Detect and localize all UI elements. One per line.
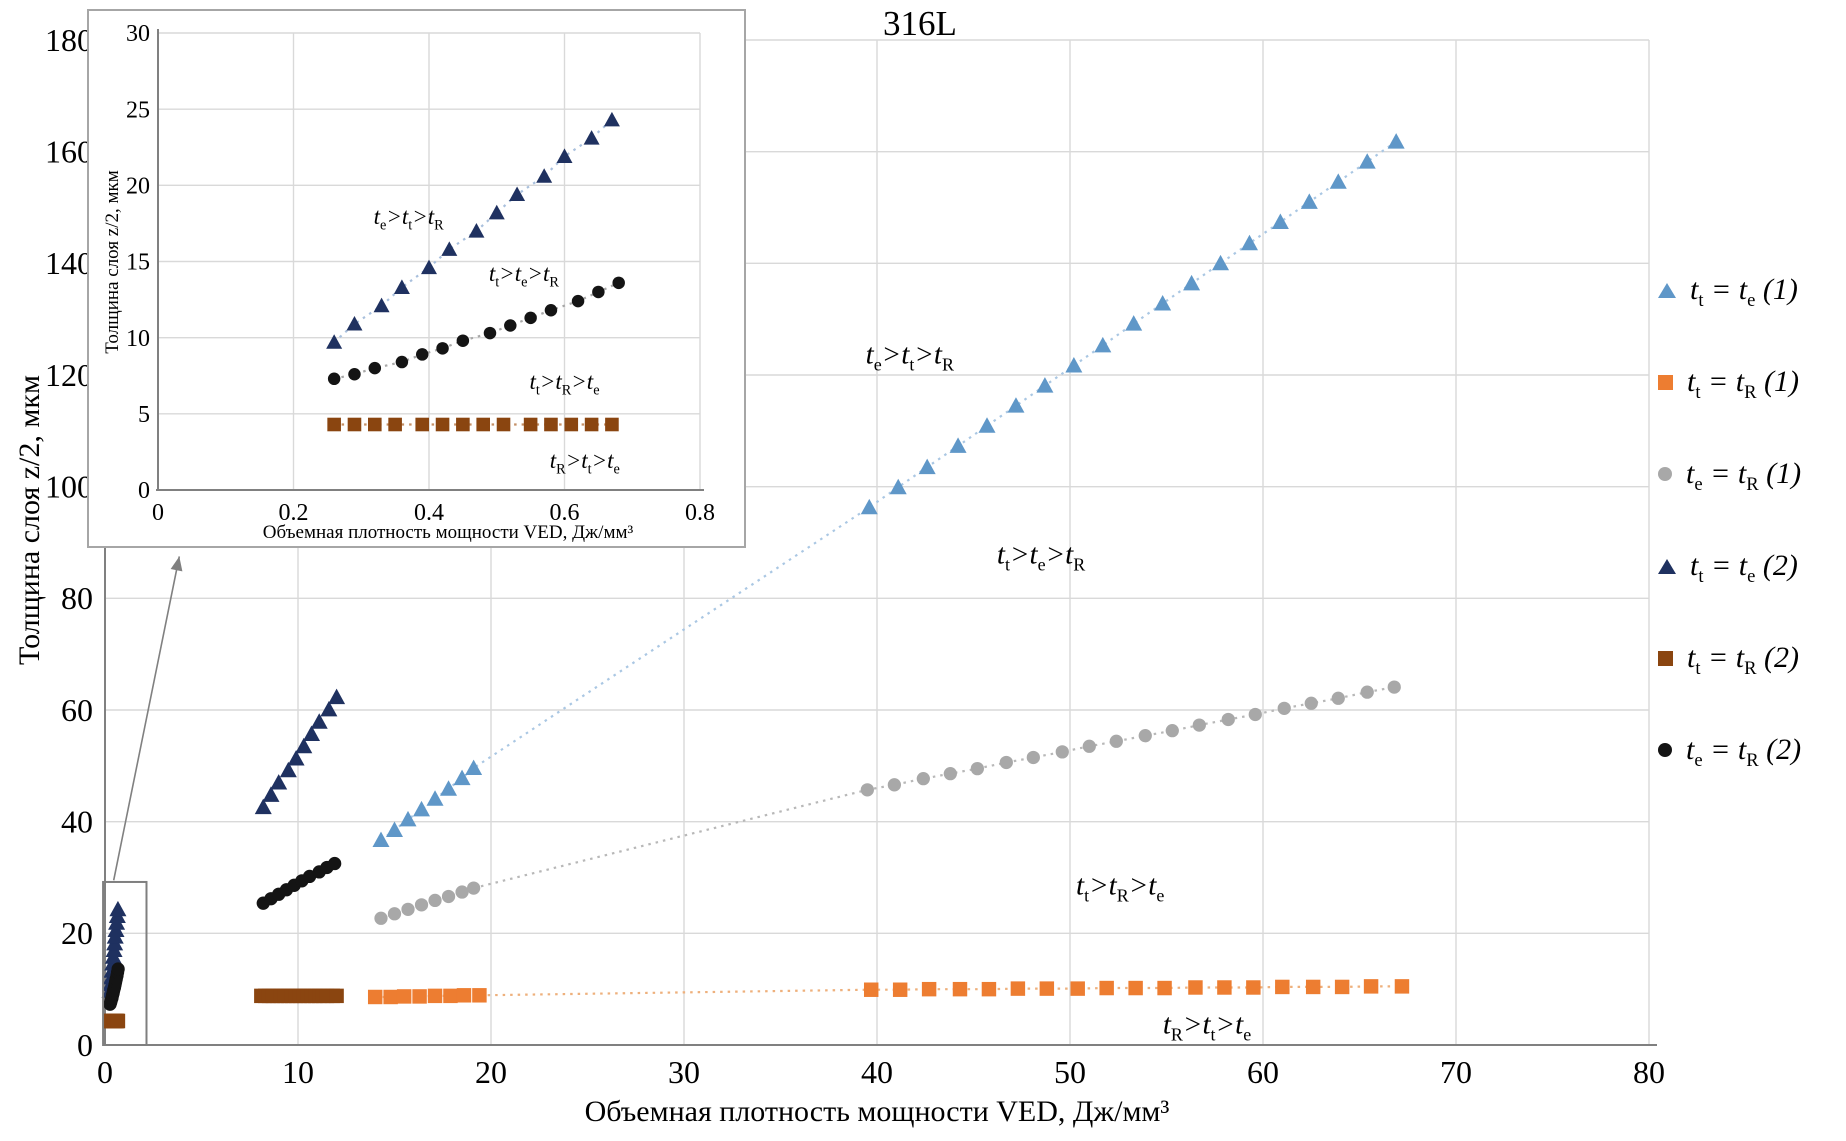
x-tick-label: 30 [668, 1054, 700, 1090]
x-tick-label: 0.2 [279, 500, 309, 526]
series-ins-tt-tr-2 [327, 417, 619, 432]
x-tick-label: 0 [152, 500, 164, 526]
legend-item-label: te = tR (1) [1686, 457, 1802, 495]
legend-item-label: tt = tR (2) [1687, 641, 1799, 679]
annotation: tR>tt>te [549, 448, 620, 478]
legend-item-label: tt = te (2) [1690, 549, 1798, 587]
legend-item-label: tt = te (1) [1690, 273, 1798, 311]
y-tick-label: 40 [61, 804, 93, 840]
zoom-arrow-head [170, 556, 183, 572]
inset-x-axis-title: Объемная плотность мощности VED, Дж/мм³ [262, 522, 634, 543]
x-tick-label: 60 [1247, 1054, 1279, 1090]
legend-item-0: tt = te (1) [1658, 244, 1801, 336]
y-tick-label: 30 [126, 21, 150, 47]
circle-marker-icon [1658, 467, 1672, 481]
series-te-tr-1 [374, 680, 1401, 925]
circle-marker-icon [1658, 743, 1672, 757]
legend-item-2: te = tR (1) [1658, 428, 1801, 520]
legend-item-4: tt = tR (2) [1658, 612, 1801, 704]
series-tt-te-1 [372, 133, 1405, 848]
series-te-tr-2 [103, 856, 342, 1011]
series-tt-tr-1 [367, 979, 1410, 1005]
x-tick-label: 50 [1054, 1054, 1086, 1090]
square-marker-icon [1658, 374, 1673, 390]
legend-item-1: tt = tR (1) [1658, 336, 1801, 428]
chart-title: 316L [883, 4, 957, 43]
y-tick-label: 100 [45, 469, 93, 505]
x-tick-label: 10 [282, 1054, 314, 1090]
trendline [380, 686, 1395, 920]
y-tick-label: 0 [138, 478, 150, 504]
x-tick-label: 80 [1633, 1054, 1665, 1090]
annotation: tt>te>tR [488, 260, 559, 291]
y-tick-label: 140 [45, 245, 93, 281]
main-plot: 0 10 20 30 40 50 60 70 8002040608010012014016018… [45, 22, 1665, 1090]
y-axis-title: Толщина слоя z/2, мкм [13, 375, 46, 665]
legend: tt = te (1) tt = tR (1) te = tR (1) tt = te… [1658, 244, 1801, 796]
annotation: tt>tR>te [529, 368, 600, 399]
triangle-marker-icon [1658, 558, 1676, 574]
y-tick-label: 0 [77, 1027, 93, 1063]
y-tick-label: 10 [126, 326, 150, 352]
y-tick-label: 15 [126, 250, 150, 276]
x-tick-label: 20 [475, 1054, 507, 1090]
annotation: tR>tt>te [1162, 1008, 1252, 1045]
y-tick-label: 60 [61, 692, 93, 728]
zoom-source-box [102, 880, 148, 1047]
annotation: te>tt>tR [373, 204, 444, 234]
y-tick-label: 5 [138, 402, 150, 428]
zoom-arrow [112, 556, 181, 881]
x-tick-label: 40 [861, 1054, 893, 1090]
series-tt-te-2 [101, 688, 346, 998]
y-tick-label: 20 [126, 173, 150, 199]
series-ins-tt-te-2 [326, 111, 620, 349]
y-tick-label: 180 [45, 22, 93, 58]
x-tick-label: 0.8 [685, 500, 715, 526]
x-tick-label: 0.6 [550, 500, 580, 526]
annotation: tt>tR>te [1076, 869, 1165, 906]
inset-y-axis-title: Толщина слоя z/2, мкм [102, 170, 123, 354]
square-marker-icon [1658, 650, 1673, 666]
inset-plot: 0 0.2 0.4 0.6 0.8 0 5 10 15 20 25 30 [126, 21, 715, 526]
legend-item-label: te = tR (2) [1686, 733, 1802, 771]
y-tick-label: 160 [45, 134, 93, 170]
series-tt-tr-2 [102, 988, 344, 1029]
x-tick-label: 0 [97, 1054, 113, 1090]
y-tick-label: 80 [61, 580, 93, 616]
x-tick-label: 0.4 [414, 500, 444, 526]
inset-panel [87, 9, 746, 548]
series-ins-te-tr-2 [327, 276, 625, 386]
triangle-marker-icon [1658, 282, 1676, 298]
x-axis-title: Объемная плотность мощности VED, Дж/мм³ [584, 1095, 1170, 1128]
y-tick-label: 20 [61, 915, 93, 951]
legend-item-5: te = tR (2) [1658, 704, 1801, 796]
legend-item-3: tt = te (2) [1658, 520, 1801, 612]
legend-item-label: tt = tR (1) [1687, 365, 1799, 403]
y-tick-label: 25 [126, 97, 150, 123]
y-tick-label: 120 [45, 357, 93, 393]
x-tick-label: 70 [1440, 1054, 1472, 1090]
annotation: tt>te>tR [996, 538, 1086, 575]
annotation: te>tt>tR [865, 338, 954, 375]
